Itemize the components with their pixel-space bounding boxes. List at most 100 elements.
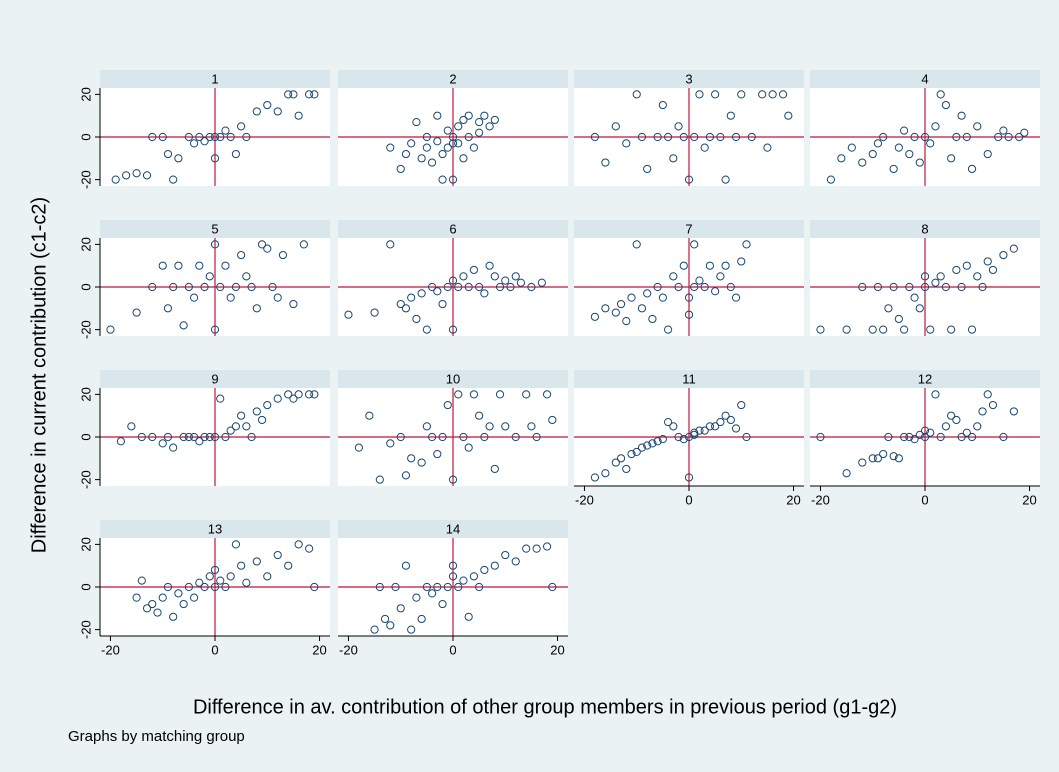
point xyxy=(637,132,647,142)
point xyxy=(527,282,536,292)
point xyxy=(475,117,484,127)
point xyxy=(983,390,992,399)
point xyxy=(653,437,662,446)
point xyxy=(310,90,319,99)
point xyxy=(158,132,167,142)
point xyxy=(273,293,282,302)
point xyxy=(495,390,505,399)
point xyxy=(899,126,909,135)
y-tick-label: 0 xyxy=(78,433,93,440)
point xyxy=(195,261,204,270)
point xyxy=(490,464,499,474)
point xyxy=(304,544,314,553)
point xyxy=(454,122,463,131)
x-tick-label: -20 xyxy=(575,492,594,507)
point xyxy=(679,261,688,270)
point xyxy=(158,261,167,270)
point xyxy=(433,137,442,146)
point xyxy=(910,435,919,444)
point xyxy=(427,282,437,292)
point xyxy=(179,432,188,442)
point xyxy=(459,272,468,281)
point xyxy=(957,432,966,442)
x-tick-label: 20 xyxy=(550,642,564,657)
point xyxy=(142,171,152,180)
point xyxy=(947,411,956,420)
point xyxy=(469,390,479,399)
point xyxy=(737,90,746,99)
point xyxy=(205,132,214,142)
point xyxy=(988,265,998,275)
panel-title: 10 xyxy=(446,371,460,386)
point xyxy=(163,149,173,159)
x-tick-label: 0 xyxy=(921,492,928,507)
point xyxy=(616,299,626,309)
point xyxy=(354,443,364,452)
point xyxy=(459,432,468,442)
point xyxy=(210,582,220,592)
panel-strip xyxy=(100,220,330,238)
point xyxy=(899,325,909,334)
point xyxy=(252,557,261,566)
point xyxy=(731,132,741,142)
point xyxy=(894,143,903,152)
point xyxy=(868,454,877,463)
point xyxy=(242,578,251,587)
point xyxy=(163,304,173,313)
point xyxy=(284,390,293,399)
point xyxy=(648,439,657,448)
point xyxy=(637,443,647,452)
point xyxy=(179,321,188,330)
point xyxy=(396,604,405,613)
point xyxy=(221,432,230,442)
point xyxy=(469,265,479,275)
y-tick-label: 0 xyxy=(78,133,93,140)
point xyxy=(931,278,940,287)
point xyxy=(438,175,447,184)
panel-strip xyxy=(338,220,568,238)
point xyxy=(495,282,505,292)
point xyxy=(847,143,856,152)
point xyxy=(148,282,157,292)
point xyxy=(412,593,421,602)
point xyxy=(936,432,945,442)
point xyxy=(396,164,405,174)
point xyxy=(511,272,520,281)
point xyxy=(386,240,395,249)
point xyxy=(401,149,411,159)
point xyxy=(226,132,235,142)
point xyxy=(873,139,883,148)
y-tick-label: -20 xyxy=(78,620,93,639)
point xyxy=(284,90,293,99)
point xyxy=(674,122,683,131)
point xyxy=(448,475,458,484)
y-tick-label: -20 xyxy=(78,470,93,489)
point xyxy=(375,582,384,592)
point xyxy=(658,293,667,302)
point xyxy=(132,308,141,317)
point xyxy=(816,432,825,442)
point xyxy=(894,454,903,463)
point xyxy=(422,325,431,334)
point xyxy=(459,115,468,125)
point xyxy=(278,250,288,260)
point xyxy=(132,593,141,602)
point xyxy=(443,143,452,152)
point xyxy=(448,132,458,142)
point xyxy=(690,428,699,437)
point xyxy=(485,422,494,431)
y-axis-title: Difference in current contribution (c1-c… xyxy=(28,197,50,553)
point xyxy=(137,432,146,442)
point xyxy=(433,449,442,459)
point xyxy=(148,599,157,609)
point xyxy=(237,561,246,570)
point xyxy=(132,169,141,178)
point xyxy=(899,432,909,442)
point xyxy=(122,171,131,180)
point xyxy=(412,314,421,324)
x-tick-label: -20 xyxy=(339,642,358,657)
point xyxy=(962,428,971,437)
point xyxy=(674,432,683,442)
point xyxy=(480,432,489,442)
point xyxy=(873,454,883,463)
